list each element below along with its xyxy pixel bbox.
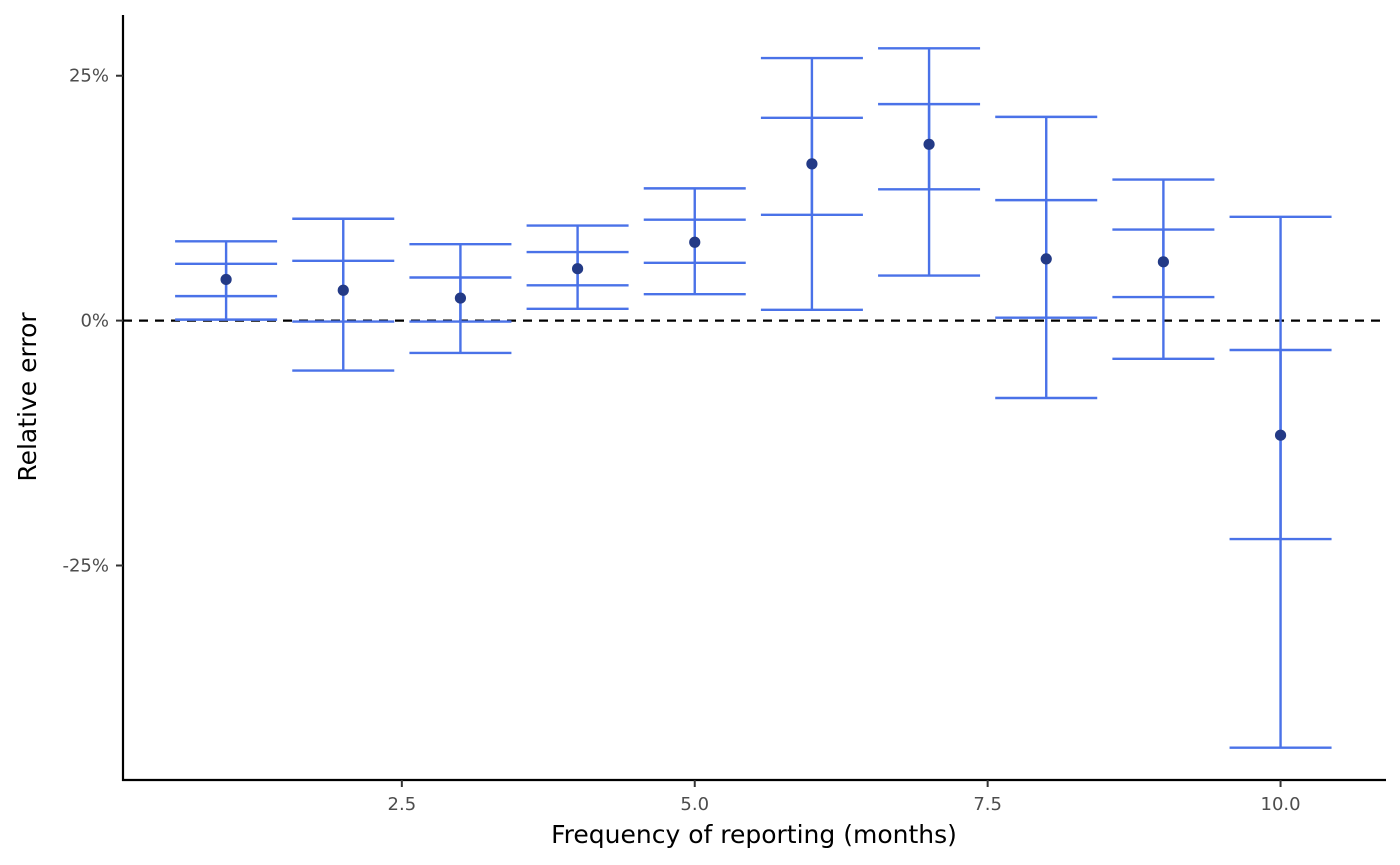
point-estimate-10 [1274,429,1287,441]
y-tick-label: 25% [69,66,109,87]
y-axis-ticks: -25% 0% 25% [62,66,123,576]
point-estimate-7 [923,138,935,150]
x-axis-title: Frequency of reporting (months) [551,820,957,849]
x-tick-label: 5.0 [680,794,709,815]
point-estimate-8 [1040,253,1052,265]
point-estimate-6 [806,158,818,170]
plot-marks [123,47,1386,749]
y-tick-label: -25% [62,555,109,576]
point-estimate-3 [454,292,467,304]
point-estimate-1 [220,273,232,286]
point-estimate-2 [337,284,349,296]
point-estimate-5 [689,236,701,248]
x-tick-label: 2.5 [388,794,417,815]
y-tick-label: 0% [80,311,109,332]
point-estimate-4 [571,263,584,275]
point-estimate-9 [1157,256,1169,268]
errorbar-10-2 [1229,348,1332,541]
y-axis-title: Relative error [13,312,42,482]
x-tick-label: 10.0 [1261,794,1301,815]
x-tick-label: 7.5 [973,794,1002,815]
x-axis-ticks: 2.5 5.0 7.5 10.0 [388,780,1301,815]
